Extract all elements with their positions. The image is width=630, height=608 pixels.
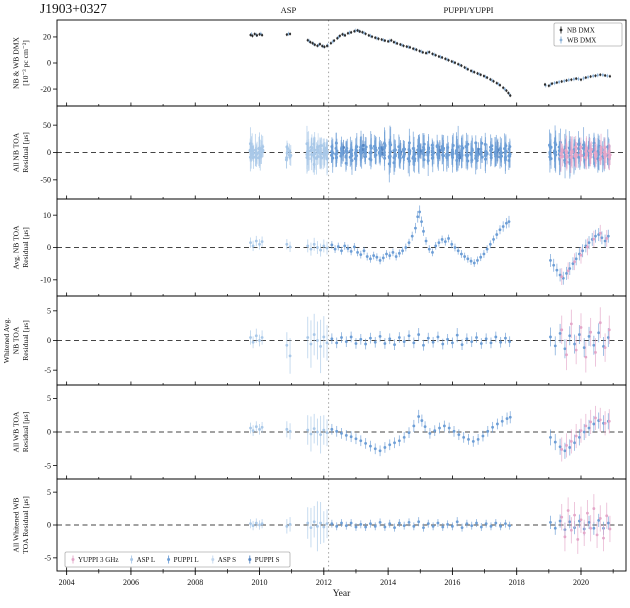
y-tick-label: 0 [47,243,51,252]
legend-receiver-label: PUPPI S [255,556,280,564]
y-tick-label: -20 [40,85,51,94]
legend-receiver-label: ASP S [218,556,236,564]
y-tick-label: -5 [44,554,51,563]
series-asp-l [249,501,329,552]
y-tick-label: -5 [44,461,51,470]
series-asp-l [249,313,329,374]
y-axis-label-line: All WB TOA [12,411,21,452]
y-axis-label-line: NB TOA [12,326,21,354]
y-axis-label-line: All NB TOA [12,132,21,172]
x-tick-label: 2004 [59,578,75,587]
y-tick-label: -50 [40,176,51,185]
y-axis-label-line: [10⁻³ pc cm⁻³] [21,40,30,85]
y-tick-label: 5 [47,307,51,316]
y-tick-label: 0 [47,148,51,157]
y-axis-label-line: Residual [μs] [21,132,30,173]
x-tick-label: 2018 [509,578,525,587]
legend-receiver-label: PUPPI L [174,556,199,564]
panel-all-nb-toa: -50 0 50 All NB TOA Residual [μs] [12,105,627,200]
panel-whitened-avg-nb-toa: -5 0 5 Whitened Avg. NB TOA Residual [μs] [2,295,627,386]
y-tick-label: 50 [43,121,51,130]
y-tick-label: 20 [43,33,51,42]
series-yuppi-3-ghz [560,494,612,554]
legend-dmx-label: NB DMX [567,26,595,34]
legend-receiver-label: ASP L [137,556,156,564]
series-yuppi-3-ghz [560,405,611,462]
series-asp-l [248,125,330,176]
y-tick-label: 0 [47,428,51,437]
series-puppi-l [330,513,610,537]
y-axis-label-line: NB & WB DMX [12,37,21,89]
series-asp-l [249,235,329,257]
y-axis-label-line: Residual [μs] [21,320,30,361]
x-tick-label: 2006 [123,578,139,587]
series-puppi-l [330,323,610,359]
legend-receiver-label: YUPPI 3 GHz [78,556,118,564]
x-tick-label: 2010 [252,578,268,587]
x-tick-label: 2016 [444,578,460,587]
legend-dmx: NB DMX WB DMX [553,22,623,47]
y-axis-label-line: Avg. NB TOA [12,225,21,270]
y-axis-label-line: All Whitened WB [12,498,21,553]
series-yuppi-3-ghz [560,307,611,373]
panel-all-whitened-wb-toa: -5 0 5 All Whitened WB TOA Residual [μs] [12,478,627,572]
x-tick-label: 2008 [187,578,203,587]
series-asp-l [249,413,329,454]
x-tick-label: 2012 [316,578,332,587]
y-tick-label: 5 [47,394,51,403]
y-tick-label: -5 [44,366,51,375]
series-yuppi-3-ghz [559,133,612,173]
series-puppi-l [330,205,610,285]
y-axis-label-line: Residual [μs] [21,227,30,268]
legend-dmx-label: WB DMX [567,36,596,44]
y-tick-label: 0 [47,59,51,68]
legend-receivers: YUPPI 3 GHz ASP L PUPPI L ASP S PUPPI S [64,551,291,568]
y-axis-label-line: TOA Residual [μs] [21,496,30,554]
y-tick-label: 10 [43,211,51,220]
series-puppi-l [330,409,610,459]
series-yuppi-3-ghz [560,224,609,286]
x-axis-label: Year [332,589,351,599]
y-tick-label: 5 [47,488,51,497]
y-tick-label: 0 [47,336,51,345]
y-axis-label-line: Residual [μs] [21,412,30,453]
y-tick-label: 0 [47,521,51,530]
y-tick-label: -10 [40,276,51,285]
series-wb-dmx [250,28,609,97]
epoch-label-0: ASP [281,5,297,15]
series-nb-dmx [249,28,612,98]
x-tick-label: 2020 [573,578,589,587]
y-axis-label-line: Whitened Avg. [2,318,11,364]
epoch-label-1: PUPPI/YUPPI [443,5,493,15]
page-title: J1903+0327 [40,1,107,16]
x-tick-label: 2014 [380,578,396,587]
